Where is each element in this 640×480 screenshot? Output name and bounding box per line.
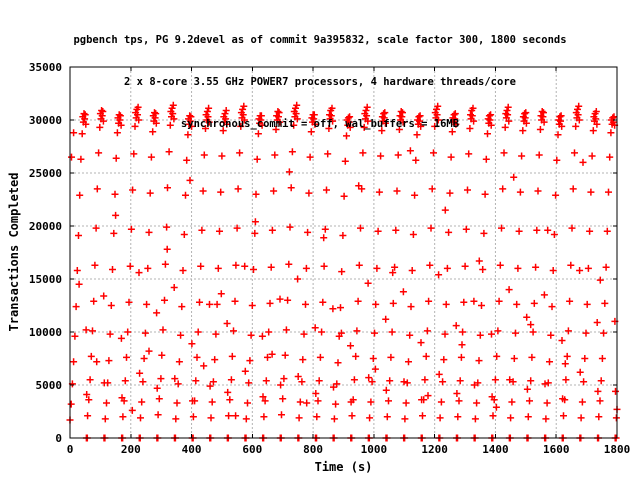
- x-tick-label: 1800: [604, 443, 631, 456]
- y-tick-label: 20000: [29, 220, 62, 233]
- chart-title: pgbench tps, PG 9.2devel as of commit 9a…: [0, 5, 640, 159]
- y-tick-label: 30000: [29, 114, 62, 127]
- y-tick-label: 10000: [29, 326, 62, 339]
- y-axis-label: Transactions Completed: [7, 172, 21, 332]
- y-tick-label: 5000: [36, 379, 63, 392]
- chart-title-line2: 2 x 8-core 3.55 GHz POWER7 processors, 4…: [124, 76, 516, 88]
- x-tick-label: 200: [121, 443, 141, 456]
- x-tick-label: 800: [303, 443, 323, 456]
- y-tick-label: 35000: [29, 61, 62, 74]
- y-tick-label: 15000: [29, 273, 62, 286]
- x-tick-label: 1600: [543, 443, 570, 456]
- y-tick-label: 25000: [29, 167, 62, 180]
- x-tick-label: 1000: [361, 443, 388, 456]
- y-tick-label: 0: [55, 432, 62, 445]
- x-tick-label: 400: [182, 443, 202, 456]
- chart-title-line3: synchronous_commit = off, wal_buffers = …: [180, 118, 460, 130]
- x-tick-label: 1200: [421, 443, 448, 456]
- x-axis-label: Time (s): [314, 460, 373, 474]
- chart-title-line1: pgbench tps, PG 9.2devel as of commit 9a…: [73, 34, 567, 46]
- x-tick-label: 1400: [482, 443, 509, 456]
- x-tick-label: 600: [242, 443, 262, 456]
- plot-border: [69, 66, 618, 439]
- x-tick-label: 0: [67, 443, 74, 456]
